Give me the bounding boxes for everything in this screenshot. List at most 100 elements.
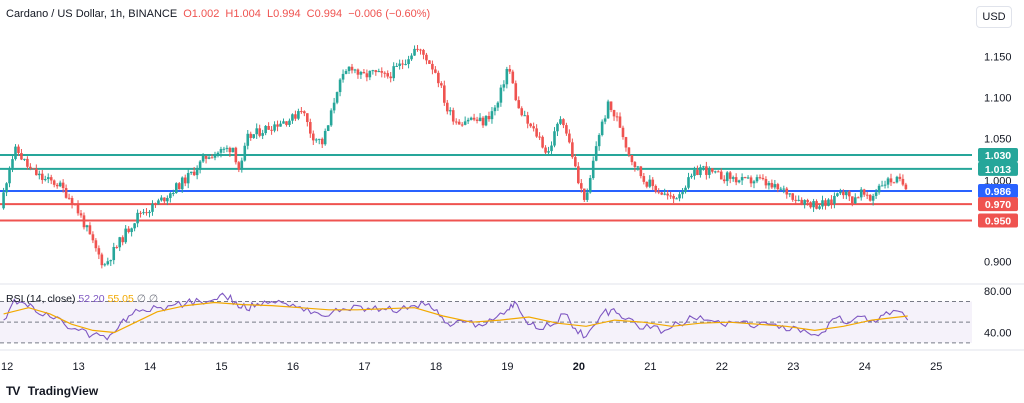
candle-body: [556, 123, 559, 132]
candle-body: [624, 137, 628, 148]
candle-body: [177, 183, 181, 190]
candle-body: [508, 68, 512, 72]
candle-body: [469, 117, 473, 120]
candle-body: [678, 194, 681, 199]
candle-body: [404, 64, 407, 66]
candle-body: [172, 192, 175, 194]
candle-body: [636, 166, 640, 168]
candle-body: [466, 119, 470, 122]
candle-body: [871, 195, 875, 201]
candle-body: [43, 179, 47, 181]
candle-body: [845, 191, 848, 196]
candle-body: [133, 223, 136, 229]
candle-body: [112, 246, 116, 261]
candle-body: [276, 124, 279, 127]
candle-body: [282, 121, 285, 124]
rsi-legend[interactable]: RSI (14, close) 52.20 55.05 ∅ ∅: [6, 293, 158, 305]
symbol-title[interactable]: Cardano / US Dollar, 1h, BINANCE: [6, 8, 178, 20]
tradingview-brand[interactable]: TV TradingView: [6, 384, 98, 398]
candle-body: [451, 110, 455, 122]
candle-body: [183, 177, 187, 184]
candle-body: [839, 191, 842, 194]
candle-body: [362, 71, 366, 74]
candle-body: [425, 54, 428, 61]
time-tick-label: 12: [1, 361, 13, 373]
candle-body: [180, 177, 184, 190]
candle-body: [594, 146, 598, 161]
time-tick-label: 15: [215, 361, 227, 373]
candle-body: [612, 110, 616, 117]
candle-body: [714, 171, 717, 173]
candle-body: [291, 114, 294, 121]
candle-body: [654, 185, 658, 192]
high-value: H1.004: [225, 8, 261, 20]
candle-body: [139, 212, 142, 214]
candle-body: [371, 70, 375, 72]
candle-body: [85, 225, 89, 228]
candle-body: [868, 194, 872, 201]
candle-body: [94, 240, 98, 249]
candle-body: [314, 139, 318, 141]
candle-body: [803, 200, 806, 205]
candle-body: [862, 189, 866, 195]
candle-body: [252, 134, 256, 138]
candle-body: [231, 147, 235, 153]
rsi-tick-label: 40.00: [984, 328, 1012, 340]
candle-body: [207, 157, 211, 159]
candle-body: [419, 49, 422, 51]
candle-body: [317, 138, 321, 140]
level-label-box: [978, 148, 1018, 162]
candle-body: [258, 128, 261, 136]
candle-body: [478, 117, 482, 121]
candle-body: [770, 182, 774, 188]
candle-body: [297, 111, 300, 119]
candle-body: [440, 83, 443, 86]
brand-name: TradingView: [27, 384, 99, 398]
candle-body: [511, 71, 515, 84]
candle-body: [699, 167, 702, 176]
currency-button[interactable]: USD: [976, 6, 1012, 28]
candle-body: [725, 172, 729, 182]
candle-body: [901, 178, 905, 185]
candle-body: [755, 177, 759, 182]
candle-body: [505, 68, 509, 85]
candle-body: [454, 121, 458, 123]
candle-body: [130, 228, 133, 233]
price-tick-label: 1.150: [984, 52, 1012, 64]
candle-body: [821, 200, 824, 207]
candle-body: [151, 203, 154, 212]
candle-body: [374, 70, 378, 73]
candle-body: [270, 129, 273, 131]
candle-body: [234, 147, 238, 163]
candle-body: [898, 176, 902, 179]
candle-body: [67, 197, 71, 199]
candle-body: [886, 178, 890, 185]
candle-body: [734, 177, 738, 183]
candle-body: [306, 113, 309, 123]
price-tick-label: 1.050: [984, 134, 1012, 146]
candle-body: [663, 193, 666, 195]
candle-body: [642, 176, 646, 182]
candle-body: [904, 184, 908, 190]
candle-body: [407, 59, 410, 65]
candle-body: [154, 203, 157, 205]
candle-body: [76, 204, 80, 214]
time-tick-label: 20: [573, 361, 585, 373]
candle-body: [877, 185, 881, 193]
candle-body: [383, 72, 387, 74]
time-tick-label: 19: [501, 361, 513, 373]
candle-body: [544, 147, 547, 153]
candle-body: [300, 111, 303, 113]
candle-body: [582, 188, 586, 200]
candle-body: [764, 179, 768, 186]
candle-body: [20, 153, 23, 160]
candle-body: [401, 63, 404, 65]
candle-body: [288, 120, 291, 125]
rsi-extra-2: ∅: [148, 293, 159, 305]
candle-body: [588, 178, 592, 193]
candle-body: [496, 102, 500, 108]
candle-body: [166, 197, 169, 202]
candle-body: [562, 119, 565, 126]
candle-body: [529, 123, 532, 127]
